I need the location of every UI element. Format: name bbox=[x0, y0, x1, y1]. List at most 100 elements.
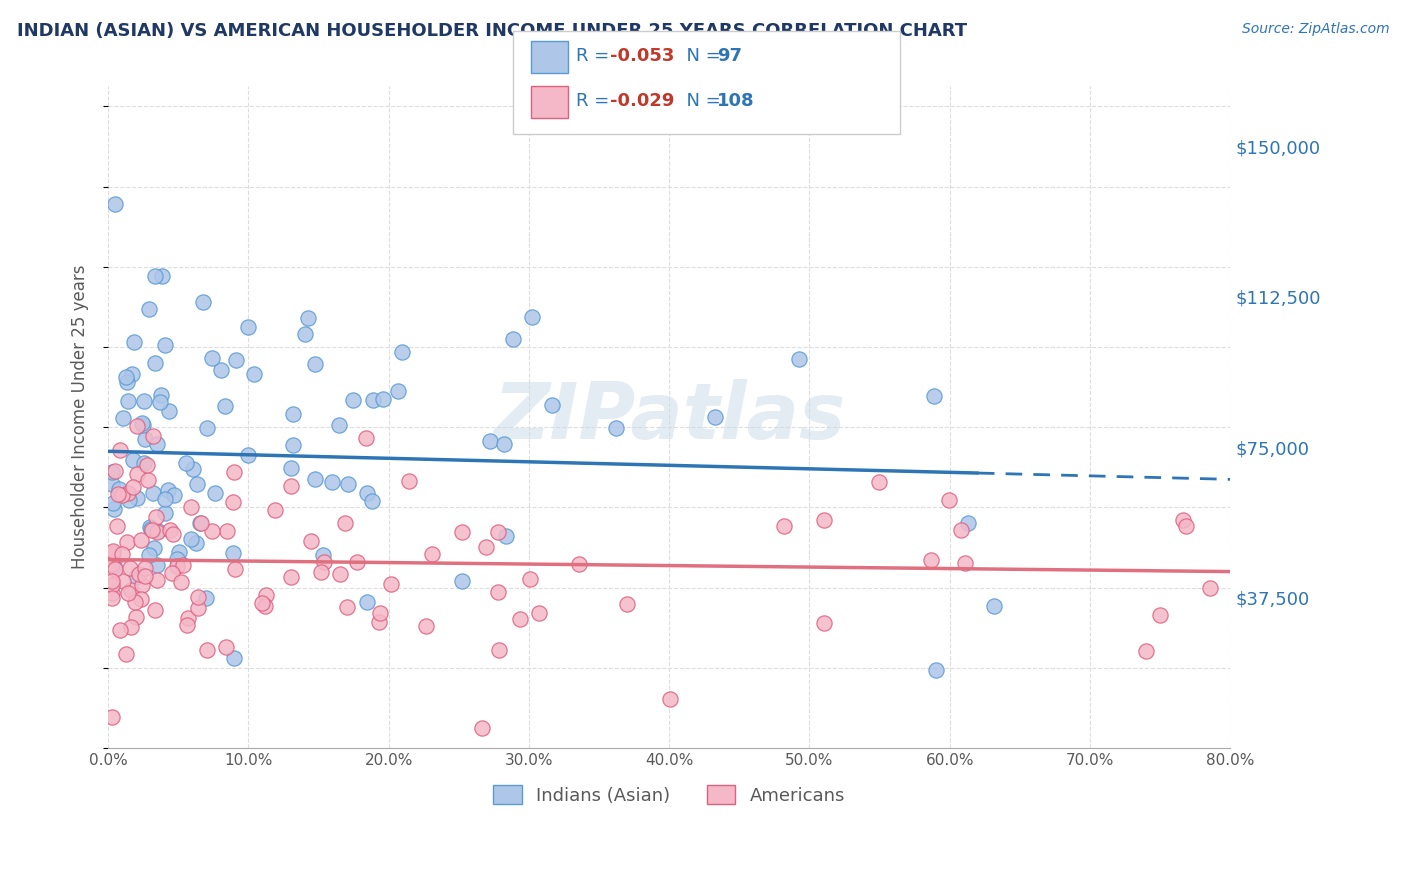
Point bbox=[924, 389, 946, 403]
Text: -0.029: -0.029 bbox=[610, 92, 675, 110]
Point bbox=[380, 577, 402, 591]
Point bbox=[187, 590, 209, 604]
Point bbox=[120, 582, 142, 597]
Point bbox=[125, 491, 148, 505]
Point bbox=[112, 410, 135, 425]
Point bbox=[125, 419, 148, 434]
Point bbox=[190, 516, 212, 531]
Point bbox=[103, 501, 125, 516]
Point bbox=[138, 474, 160, 488]
Point bbox=[420, 547, 443, 561]
Point bbox=[280, 479, 302, 493]
Point bbox=[215, 640, 238, 655]
Point bbox=[361, 494, 384, 508]
Point bbox=[180, 500, 202, 515]
Point bbox=[367, 615, 389, 630]
Point bbox=[813, 616, 835, 631]
Point bbox=[150, 388, 173, 402]
Point bbox=[354, 431, 377, 445]
Point bbox=[238, 320, 260, 334]
Point bbox=[132, 394, 155, 409]
Point bbox=[174, 456, 197, 470]
Point bbox=[180, 532, 202, 546]
Point bbox=[187, 600, 209, 615]
Point bbox=[162, 566, 184, 580]
Text: 108: 108 bbox=[717, 92, 755, 110]
Point bbox=[143, 603, 166, 617]
Point bbox=[522, 310, 544, 324]
Point bbox=[297, 311, 319, 326]
Point bbox=[108, 624, 131, 638]
Point bbox=[101, 710, 124, 724]
Point bbox=[502, 332, 524, 346]
Text: R =: R = bbox=[576, 47, 616, 65]
Point bbox=[209, 363, 232, 377]
Point bbox=[415, 619, 437, 633]
Point bbox=[177, 610, 200, 624]
Point bbox=[283, 407, 305, 421]
Point bbox=[451, 574, 474, 588]
Point bbox=[329, 567, 352, 582]
Point bbox=[157, 404, 180, 418]
Point bbox=[167, 545, 190, 559]
Point bbox=[312, 548, 335, 562]
Point bbox=[193, 294, 215, 309]
Point bbox=[398, 474, 420, 488]
Point bbox=[195, 421, 218, 435]
Point bbox=[101, 544, 124, 558]
Point bbox=[131, 578, 153, 592]
Point bbox=[254, 599, 277, 613]
Point bbox=[142, 429, 165, 443]
Point bbox=[138, 302, 160, 317]
Point bbox=[225, 353, 247, 368]
Point bbox=[254, 588, 277, 602]
Point bbox=[127, 467, 149, 481]
Point bbox=[145, 574, 167, 588]
Point bbox=[925, 663, 948, 677]
Point bbox=[336, 600, 359, 615]
Point bbox=[104, 197, 127, 211]
Point bbox=[391, 345, 413, 359]
Point bbox=[145, 356, 167, 370]
Point bbox=[145, 510, 167, 524]
Point bbox=[335, 516, 357, 530]
Point bbox=[101, 586, 124, 600]
Point bbox=[938, 493, 960, 508]
Point bbox=[309, 566, 332, 580]
Text: INDIAN (ASIAN) VS AMERICAN HOUSEHOLDER INCOME UNDER 25 YEARS CORRELATION CHART: INDIAN (ASIAN) VS AMERICAN HOUSEHOLDER I… bbox=[17, 22, 967, 40]
Point bbox=[371, 392, 394, 406]
Point bbox=[156, 483, 179, 497]
Point bbox=[149, 395, 172, 409]
Point bbox=[370, 607, 392, 621]
Point bbox=[181, 461, 204, 475]
Point bbox=[162, 488, 184, 502]
Point bbox=[184, 536, 207, 550]
Point bbox=[217, 524, 239, 538]
Point bbox=[983, 599, 1005, 613]
Point bbox=[103, 495, 125, 509]
Point bbox=[153, 491, 176, 506]
Point bbox=[143, 541, 166, 556]
Point bbox=[188, 516, 211, 530]
Point bbox=[122, 480, 145, 494]
Point bbox=[519, 572, 541, 586]
Point bbox=[120, 619, 142, 633]
Point bbox=[314, 556, 336, 570]
Point bbox=[145, 558, 167, 572]
Point bbox=[488, 584, 510, 599]
Point bbox=[704, 409, 727, 424]
Point bbox=[1174, 519, 1197, 533]
Point bbox=[118, 492, 141, 507]
Point bbox=[342, 392, 364, 407]
Text: Source: ZipAtlas.com: Source: ZipAtlas.com bbox=[1241, 22, 1389, 37]
Point bbox=[115, 647, 138, 661]
Point bbox=[101, 477, 124, 491]
Point bbox=[117, 535, 139, 549]
Point bbox=[120, 561, 142, 575]
Point bbox=[488, 643, 510, 657]
Point bbox=[186, 477, 208, 491]
Point bbox=[222, 546, 245, 560]
Point bbox=[201, 351, 224, 366]
Point bbox=[250, 597, 273, 611]
Point bbox=[920, 553, 942, 567]
